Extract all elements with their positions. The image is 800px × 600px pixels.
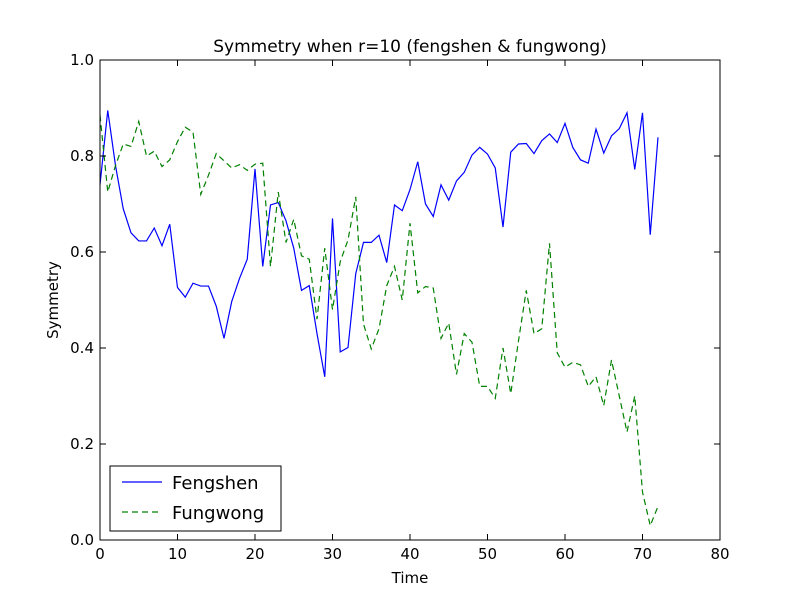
legend-label-fungwong: Fungwong [172, 503, 264, 524]
chart-title: Symmetry when r=10 (fengshen & fungwong) [213, 37, 607, 57]
x-tick-label: 30 [323, 545, 342, 563]
y-tick-label: 0.4 [70, 339, 94, 357]
series-line-fengshen [100, 110, 659, 377]
x-tick-label: 40 [400, 545, 419, 563]
y-axis-label: Symmetry [44, 261, 62, 339]
x-tick-label: 20 [245, 545, 264, 563]
x-axis-label: Time [391, 569, 429, 587]
legend-label-fengshen: Fengshen [172, 473, 259, 494]
plot-area: 0 10 20 30 40 50 60 70 80 0.0 0.2 0.4 0.6 0.8 1.0 [70, 51, 729, 563]
x-tick-label: 0 [95, 545, 105, 563]
legend: Fengshen Fungwong [109, 465, 282, 532]
x-tick-label: 70 [633, 545, 652, 563]
x-tick-label: 50 [478, 545, 497, 563]
y-tick-label: 0.8 [70, 147, 94, 165]
x-tick-label: 60 [555, 545, 574, 563]
y-tick-label: 0.2 [70, 435, 94, 453]
x-tick-label: 80 [710, 545, 729, 563]
x-tick-label: 10 [168, 545, 187, 563]
y-tick-label: 0.6 [70, 243, 94, 261]
legend-box [109, 465, 282, 532]
y-tick-label: 0.0 [70, 531, 94, 549]
y-tick-label: 1.0 [70, 51, 94, 69]
